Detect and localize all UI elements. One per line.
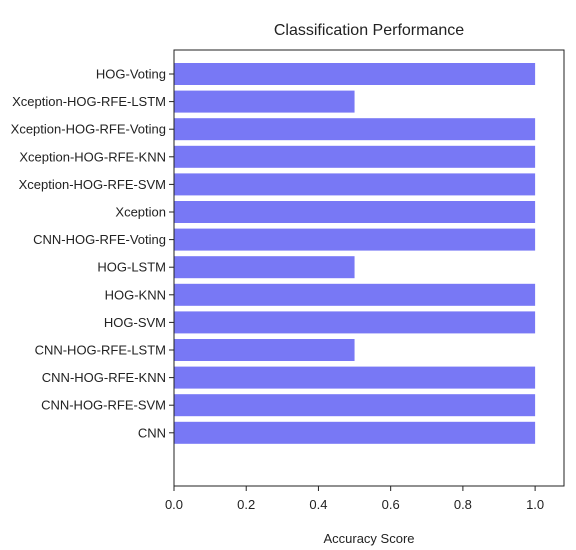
y-tick-label: CNN — [138, 425, 166, 440]
y-tick-label: HOG-KNN — [105, 287, 166, 302]
bar — [174, 228, 536, 251]
y-tick-label: Xception-HOG-RFE-SVM — [19, 177, 166, 192]
bar — [174, 145, 536, 168]
bar — [174, 394, 536, 417]
bar — [174, 63, 536, 85]
y-tick-label: HOG-LSTM — [97, 260, 166, 275]
x-tick-label: 0.2 — [237, 497, 255, 512]
x-tick-label: 0.4 — [309, 497, 327, 512]
y-tick-label: CNN-HOG-RFE-LSTM — [35, 343, 166, 358]
bars-group — [174, 63, 536, 444]
x-axis-label: Accuracy Score — [323, 531, 414, 546]
bar — [174, 201, 536, 223]
x-tick-label: 1.0 — [526, 497, 544, 512]
y-axis: HOG-Voting Xception-HOG-RFE-LSTM Xception-… — [11, 67, 174, 440]
y-tick-label: Xception-HOG-RFE-LSTM — [12, 94, 166, 109]
x-tick-label: 0.8 — [454, 497, 472, 512]
x-tick-label: 0.6 — [382, 497, 400, 512]
y-tick-label: Xception — [115, 205, 166, 220]
bar — [174, 366, 536, 389]
bar — [174, 311, 536, 334]
bar — [174, 421, 536, 444]
bar — [174, 256, 355, 279]
y-tick-label: HOG-SVM — [104, 315, 166, 330]
plot-frame — [173, 49, 565, 487]
y-tick-label: CNN-HOG-RFE-Voting — [33, 232, 166, 247]
bar — [174, 90, 355, 113]
x-tick-label: 0.0 — [165, 497, 183, 512]
bar — [174, 339, 355, 361]
y-tick-label: CNN-HOG-RFE-KNN — [42, 370, 166, 385]
y-tick-label: Xception-HOG-RFE-Voting — [11, 122, 166, 137]
x-axis: 0.0 0.2 0.4 0.6 0.8 1.0 — [165, 486, 544, 512]
bar — [174, 283, 536, 306]
bar — [174, 173, 536, 196]
y-tick-label: Xception-HOG-RFE-KNN — [19, 149, 166, 164]
chart-title: Classification Performance — [274, 22, 464, 39]
bar — [174, 118, 536, 141]
y-tick-label: HOG-Voting — [96, 67, 166, 82]
y-tick-label: CNN-HOG-RFE-SVM — [41, 398, 166, 413]
